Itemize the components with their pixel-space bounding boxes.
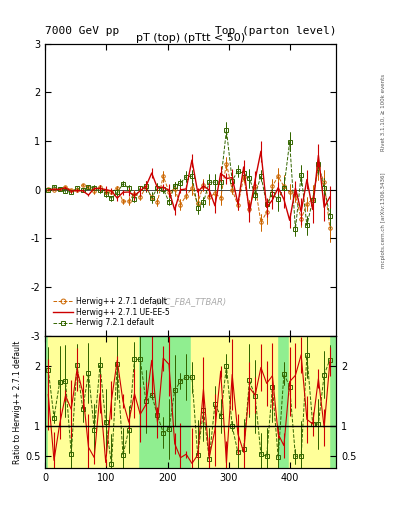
Bar: [232, 336, 266, 468]
Bar: [203, 336, 236, 468]
Bar: [73, 336, 90, 468]
Bar: [253, 336, 271, 468]
Bar: [98, 336, 131, 468]
Bar: [228, 336, 245, 468]
Title: pT (top) (pTtt < 50): pT (top) (pTtt < 50): [136, 33, 245, 42]
Bar: [247, 336, 277, 468]
Bar: [317, 336, 329, 468]
Text: Rivet 3.1.10, ≥ 100k events: Rivet 3.1.10, ≥ 100k events: [381, 74, 386, 151]
Bar: [289, 336, 316, 468]
Bar: [246, 336, 262, 468]
Bar: [191, 336, 205, 468]
Text: (MC_FBA_TTBAR): (MC_FBA_TTBAR): [154, 297, 227, 307]
Bar: [258, 336, 267, 468]
Text: 7000 GeV pp: 7000 GeV pp: [45, 26, 119, 36]
Bar: [45, 336, 336, 468]
Text: Top (parton level): Top (parton level): [215, 26, 336, 36]
Bar: [48, 336, 80, 468]
Bar: [229, 336, 249, 468]
Legend: Herwig++ 2.7.1 default, Herwig++ 2.7.1 UE-EE-5, Herwig 7.2.1 default: Herwig++ 2.7.1 default, Herwig++ 2.7.1 U…: [52, 295, 172, 329]
Bar: [198, 336, 215, 468]
Bar: [122, 336, 138, 468]
Text: mcplots.cern.ch [arXiv:1306.3436]: mcplots.cern.ch [arXiv:1306.3436]: [381, 173, 386, 268]
Bar: [77, 336, 112, 468]
Y-axis label: Ratio to Herwig++ 2.7.1 default: Ratio to Herwig++ 2.7.1 default: [13, 340, 22, 464]
Bar: [118, 336, 127, 468]
